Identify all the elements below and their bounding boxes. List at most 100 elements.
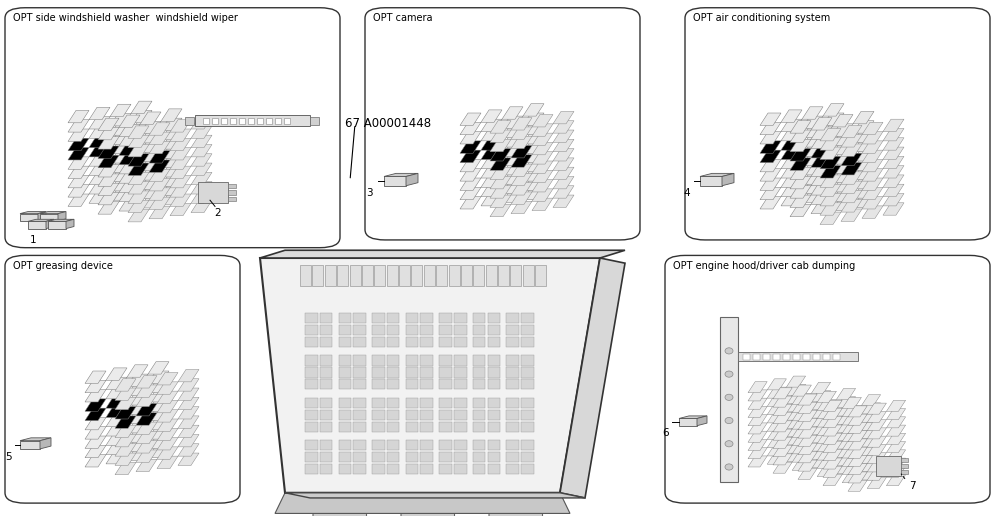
- Bar: [521, 325, 534, 335]
- Polygon shape: [790, 186, 811, 198]
- Polygon shape: [170, 203, 191, 216]
- Polygon shape: [149, 123, 170, 135]
- Bar: [488, 337, 500, 347]
- Polygon shape: [136, 404, 157, 416]
- Polygon shape: [28, 219, 54, 221]
- Polygon shape: [867, 453, 886, 464]
- Bar: [372, 356, 385, 365]
- Polygon shape: [790, 121, 811, 133]
- Bar: [535, 265, 546, 286]
- Bar: [372, 398, 385, 408]
- Bar: [320, 313, 332, 323]
- Polygon shape: [110, 188, 131, 200]
- Polygon shape: [136, 450, 157, 462]
- Polygon shape: [841, 125, 862, 138]
- Bar: [420, 452, 433, 462]
- Polygon shape: [48, 221, 66, 229]
- Polygon shape: [85, 399, 106, 411]
- Polygon shape: [790, 204, 811, 217]
- FancyBboxPatch shape: [738, 352, 858, 361]
- Polygon shape: [697, 416, 707, 426]
- Polygon shape: [781, 119, 802, 132]
- Polygon shape: [523, 122, 544, 135]
- Polygon shape: [823, 113, 844, 125]
- Polygon shape: [811, 164, 832, 176]
- Polygon shape: [792, 401, 811, 413]
- Polygon shape: [842, 406, 861, 417]
- Polygon shape: [842, 430, 861, 442]
- Bar: [473, 452, 485, 462]
- Text: 6: 6: [662, 428, 669, 438]
- Polygon shape: [511, 183, 532, 195]
- Polygon shape: [191, 135, 212, 148]
- Polygon shape: [502, 125, 523, 138]
- Polygon shape: [110, 169, 131, 182]
- Polygon shape: [128, 135, 149, 148]
- Polygon shape: [89, 191, 110, 203]
- Polygon shape: [811, 183, 832, 195]
- Polygon shape: [853, 186, 874, 198]
- Polygon shape: [178, 407, 199, 419]
- Polygon shape: [110, 151, 131, 163]
- Polygon shape: [798, 452, 817, 463]
- Polygon shape: [792, 451, 811, 462]
- Bar: [521, 464, 534, 474]
- Bar: [420, 410, 433, 420]
- Polygon shape: [811, 424, 831, 434]
- Polygon shape: [157, 373, 178, 385]
- Bar: [221, 118, 227, 124]
- Polygon shape: [119, 134, 140, 146]
- Polygon shape: [191, 172, 212, 185]
- Bar: [353, 367, 366, 378]
- Polygon shape: [481, 119, 502, 132]
- Polygon shape: [110, 104, 131, 117]
- Polygon shape: [68, 185, 89, 197]
- Polygon shape: [823, 442, 842, 453]
- Polygon shape: [802, 107, 823, 119]
- Polygon shape: [170, 148, 191, 160]
- Polygon shape: [38, 212, 46, 221]
- Bar: [275, 118, 281, 124]
- Bar: [473, 422, 485, 432]
- Bar: [320, 464, 332, 474]
- Bar: [793, 354, 800, 360]
- Bar: [305, 422, 318, 432]
- Polygon shape: [832, 161, 853, 173]
- Polygon shape: [68, 194, 89, 206]
- Polygon shape: [523, 159, 544, 172]
- Bar: [473, 265, 484, 286]
- Polygon shape: [260, 258, 600, 493]
- Bar: [521, 452, 534, 462]
- Polygon shape: [781, 110, 802, 122]
- Bar: [506, 337, 519, 347]
- Polygon shape: [136, 422, 157, 434]
- Polygon shape: [119, 152, 140, 165]
- Bar: [339, 367, 351, 378]
- Polygon shape: [820, 147, 841, 159]
- Polygon shape: [532, 124, 553, 136]
- Polygon shape: [161, 137, 182, 149]
- Bar: [473, 464, 485, 474]
- Polygon shape: [760, 141, 781, 153]
- Bar: [228, 184, 236, 188]
- Polygon shape: [106, 368, 127, 380]
- FancyBboxPatch shape: [401, 494, 454, 516]
- FancyBboxPatch shape: [195, 115, 310, 126]
- Polygon shape: [136, 441, 157, 453]
- Polygon shape: [820, 184, 841, 197]
- Polygon shape: [817, 399, 836, 411]
- Polygon shape: [811, 382, 831, 393]
- Polygon shape: [811, 201, 832, 214]
- Polygon shape: [817, 441, 836, 452]
- Polygon shape: [802, 163, 823, 175]
- Polygon shape: [817, 408, 836, 419]
- Polygon shape: [170, 120, 191, 132]
- Polygon shape: [823, 132, 844, 144]
- Polygon shape: [867, 444, 886, 456]
- Polygon shape: [106, 405, 127, 417]
- Bar: [353, 379, 366, 390]
- Bar: [228, 197, 236, 201]
- Bar: [454, 313, 467, 323]
- Polygon shape: [886, 433, 906, 444]
- Polygon shape: [46, 219, 54, 229]
